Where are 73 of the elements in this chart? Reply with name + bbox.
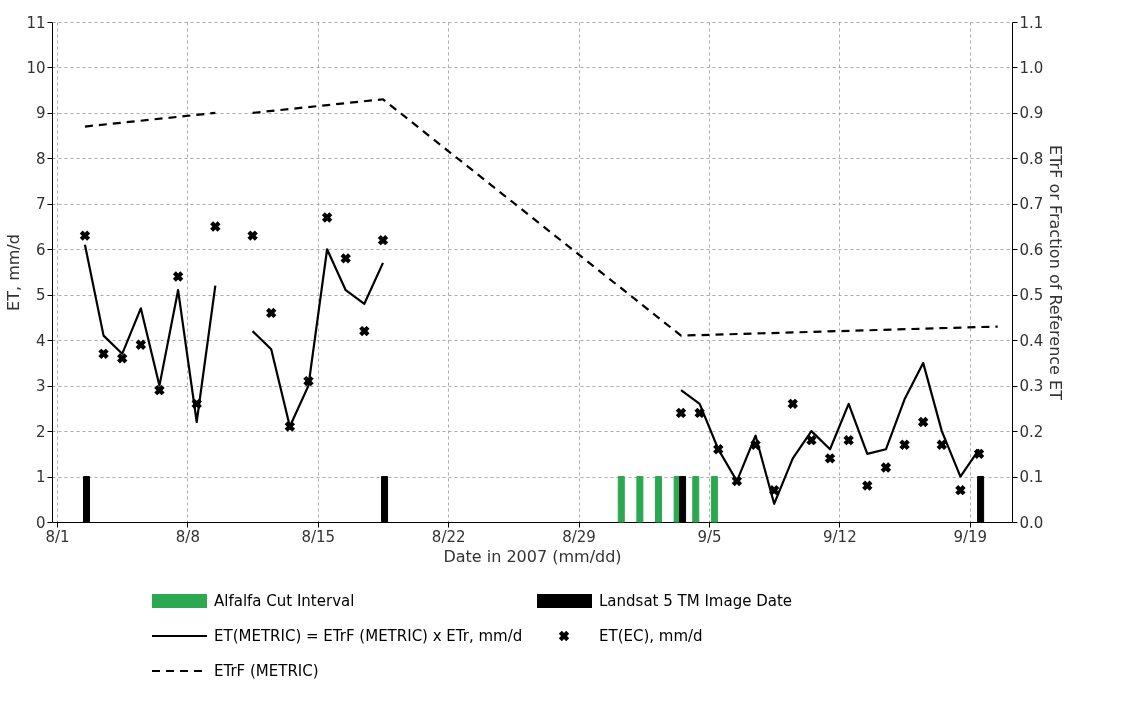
- x-tick-label: 8/29: [562, 527, 596, 546]
- legend-label: ET(METRIC) = ETrF (METRIC) x ETr, mm/d: [214, 627, 523, 645]
- y-tick-label: 7: [35, 195, 46, 214]
- point: [675, 407, 687, 419]
- x-tick-label: 9/5: [697, 527, 722, 546]
- x-axis-title: Date in 2007 (mm/dd): [443, 546, 622, 566]
- y2-tick-label: 0.8: [1019, 149, 1044, 168]
- point: [899, 439, 910, 450]
- point: [135, 339, 147, 350]
- x-tick-label: 9/12: [823, 527, 857, 546]
- point: [917, 416, 929, 428]
- point: [303, 375, 314, 387]
- point: [824, 453, 836, 464]
- point: [973, 448, 985, 460]
- y-tick-label: 4: [35, 331, 46, 350]
- y2-tick-label: 0.0: [1019, 513, 1044, 532]
- y-axis-title: ET, mm/d: [4, 234, 24, 311]
- y-tick-label: 6: [35, 240, 46, 259]
- point: [321, 212, 333, 223]
- point: [843, 434, 854, 446]
- y-tick-label: 8: [35, 149, 46, 168]
- y2-tick-label: 0.7: [1019, 195, 1044, 214]
- x-tick-label: 8/1: [45, 527, 70, 546]
- y2-tick-label: 1.0: [1019, 58, 1044, 77]
- y2-tick-label: 0.6: [1019, 240, 1044, 259]
- y-tick-label: 3: [35, 377, 46, 396]
- x-tick-label: 8/15: [301, 527, 336, 546]
- y-tick-label: 5: [35, 286, 46, 305]
- point: [880, 462, 892, 473]
- point: [694, 407, 705, 419]
- point: [340, 253, 351, 264]
- point: [210, 221, 221, 232]
- y2-tick-label: 0.9: [1019, 104, 1044, 123]
- point: [768, 484, 780, 496]
- y2-tick-label: 0.4: [1019, 331, 1044, 350]
- point: [862, 480, 873, 491]
- point: [713, 444, 724, 455]
- point: [117, 353, 128, 364]
- point: [247, 230, 258, 241]
- y-tick-label: 2: [35, 422, 46, 441]
- point: [377, 234, 389, 246]
- point: [154, 384, 165, 396]
- point: [79, 230, 91, 241]
- point: [191, 398, 202, 410]
- point: [955, 484, 966, 496]
- point: [936, 439, 947, 450]
- y-tick-label: 11: [26, 13, 46, 32]
- x-tick-label: 8/8: [175, 527, 200, 546]
- y-tick-label: 0: [35, 513, 46, 532]
- x-tick-label: 9/19: [953, 527, 988, 546]
- point: [172, 271, 184, 282]
- point: [750, 439, 761, 450]
- x-tick-label: 8/22: [431, 527, 466, 546]
- point: [806, 434, 817, 446]
- y2-tick-label: 0.1: [1019, 468, 1044, 487]
- y2-tick-label: 0.5: [1019, 286, 1044, 305]
- y2-tick-label: 0.2: [1019, 422, 1044, 441]
- y2-tick-label: 1.1: [1019, 13, 1044, 32]
- y2-tick-label: 0.3: [1019, 377, 1044, 396]
- y-tick-label: 1: [35, 468, 46, 487]
- y-tick-label: 9: [35, 104, 46, 123]
- legend-label: ET(EC), mm/d: [599, 627, 703, 645]
- point: [787, 398, 798, 410]
- point: [284, 421, 296, 432]
- point: [731, 475, 743, 487]
- point: [359, 325, 370, 337]
- point: [266, 307, 277, 319]
- y-tick-label: 10: [26, 58, 46, 77]
- legend-label: ETrF (METRIC): [214, 662, 319, 680]
- y2-axis-title: ETrF or Fraction of Reference ET: [1046, 145, 1066, 401]
- legend-label: Alfalfa Cut Interval: [214, 592, 355, 610]
- point: [98, 348, 109, 360]
- legend-label: Landsat 5 TM Image Date: [599, 592, 793, 610]
